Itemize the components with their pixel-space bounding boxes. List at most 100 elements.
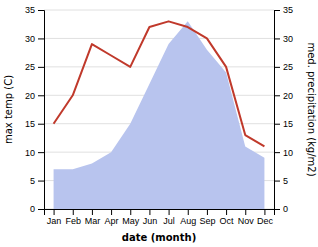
chart: JanFeb Mar AprMayJun Jul AugSep OctNovDec 0 5 10… xyxy=(0,0,318,247)
tick-mark xyxy=(274,67,280,68)
tick: 35 xyxy=(274,5,293,15)
tick-mark xyxy=(130,209,131,215)
grid-line xyxy=(44,38,274,39)
tick-label: 25 xyxy=(25,62,35,72)
tick: Aug xyxy=(180,209,196,226)
y2-axis-title: med. precipitation (kg/m2) xyxy=(306,42,317,176)
tick: 5 xyxy=(30,176,44,186)
y-axis-title: max temp (C) xyxy=(3,75,14,144)
tick: 15 xyxy=(274,119,293,129)
tick-mark xyxy=(226,209,227,215)
tick-mark xyxy=(38,124,44,125)
grid-line xyxy=(44,10,274,11)
tick-mark xyxy=(274,10,280,11)
tick-mark xyxy=(188,209,189,215)
tick: 0 xyxy=(274,204,288,214)
tick: 10 xyxy=(25,148,44,158)
tick-mark xyxy=(73,209,74,215)
tick-mark xyxy=(264,209,265,215)
x-axis-title: date (month) xyxy=(122,232,196,243)
tick: Sep xyxy=(199,209,215,226)
tick: 30 xyxy=(274,34,293,44)
tick-mark xyxy=(38,10,44,11)
tick-label: 15 xyxy=(25,119,35,129)
axis-line xyxy=(45,210,275,216)
tick: 20 xyxy=(274,91,293,101)
tick: 0 xyxy=(30,204,44,214)
tick-label: 5 xyxy=(30,176,35,186)
tick-mark xyxy=(38,209,44,210)
tick-mark xyxy=(245,209,246,215)
tick: Nov xyxy=(238,209,255,226)
plot-area xyxy=(54,21,265,209)
tick: Apr xyxy=(105,209,119,226)
tick-mark xyxy=(274,181,280,182)
tick-label: 25 xyxy=(283,62,293,72)
tick-mark xyxy=(169,209,170,215)
tick-label: 30 xyxy=(25,34,35,44)
tick-label: 35 xyxy=(283,5,293,15)
tick-label: 0 xyxy=(283,204,288,214)
tick-mark xyxy=(38,67,44,68)
line xyxy=(54,21,265,146)
tick-label: Dec xyxy=(257,216,274,226)
axis-line xyxy=(275,11,281,210)
tick: 10 xyxy=(274,148,293,158)
tick-mark xyxy=(274,124,280,125)
tick: Jun xyxy=(143,209,158,226)
tick-label: 10 xyxy=(25,148,35,158)
tick-label: Oct xyxy=(220,216,235,226)
tick-mark xyxy=(38,38,44,39)
tick: 20 xyxy=(25,91,44,101)
tick-label: Jul xyxy=(163,216,175,226)
tick-mark xyxy=(207,209,208,215)
tick: 25 xyxy=(274,62,293,72)
tick-label: May xyxy=(122,216,140,226)
area xyxy=(54,21,265,209)
tick-label: Mar xyxy=(85,216,101,226)
tick-mark xyxy=(54,209,55,215)
tick: Dec xyxy=(257,209,274,226)
tick-label: Jun xyxy=(143,216,158,226)
tick-label: 0 xyxy=(30,204,35,214)
tick-label: 10 xyxy=(283,148,293,158)
grid xyxy=(44,10,274,209)
tick: Feb xyxy=(65,209,81,226)
axis-line xyxy=(38,11,45,210)
tick: Mar xyxy=(85,209,101,226)
tick-mark xyxy=(38,95,44,96)
tick-mark xyxy=(274,152,280,153)
x-axis: JanFeb Mar AprMayJun Jul AugSep OctNovDec xyxy=(45,209,275,226)
tick-label: 5 xyxy=(283,176,288,186)
tick: Jul xyxy=(163,209,175,226)
tick-label: 15 xyxy=(283,119,293,129)
tick: 5 xyxy=(274,176,288,186)
tick-mark xyxy=(38,181,44,182)
tick-mark xyxy=(274,209,280,210)
tick-mark xyxy=(274,38,280,39)
tick-mark xyxy=(111,209,112,215)
tick-mark xyxy=(38,152,44,153)
tick-label: 20 xyxy=(283,91,293,101)
tick-label: Jan xyxy=(47,216,62,226)
tick-label: 30 xyxy=(283,34,293,44)
tick: 30 xyxy=(25,34,44,44)
tick: May xyxy=(122,209,140,226)
tick: 15 xyxy=(25,119,44,129)
tick-mark xyxy=(149,209,150,215)
tick: 35 xyxy=(25,5,44,15)
y-axis: 0 5 10 15 20 25 30 35 xyxy=(25,5,45,214)
tick-label: Feb xyxy=(65,216,81,226)
tick-mark xyxy=(92,209,93,215)
tick: Oct xyxy=(220,209,235,226)
tick-label: Apr xyxy=(105,216,119,226)
tick-label: 35 xyxy=(25,5,35,15)
tick-mark xyxy=(274,95,280,96)
tick-label: Nov xyxy=(238,216,255,226)
y2-axis: 0 5 10 15 20 25 30 35 xyxy=(274,5,293,214)
tick: 25 xyxy=(25,62,44,72)
tick-label: Aug xyxy=(180,216,196,226)
tick: Jan xyxy=(47,209,62,226)
tick-label: 20 xyxy=(25,91,35,101)
tick-label: Sep xyxy=(199,216,215,226)
